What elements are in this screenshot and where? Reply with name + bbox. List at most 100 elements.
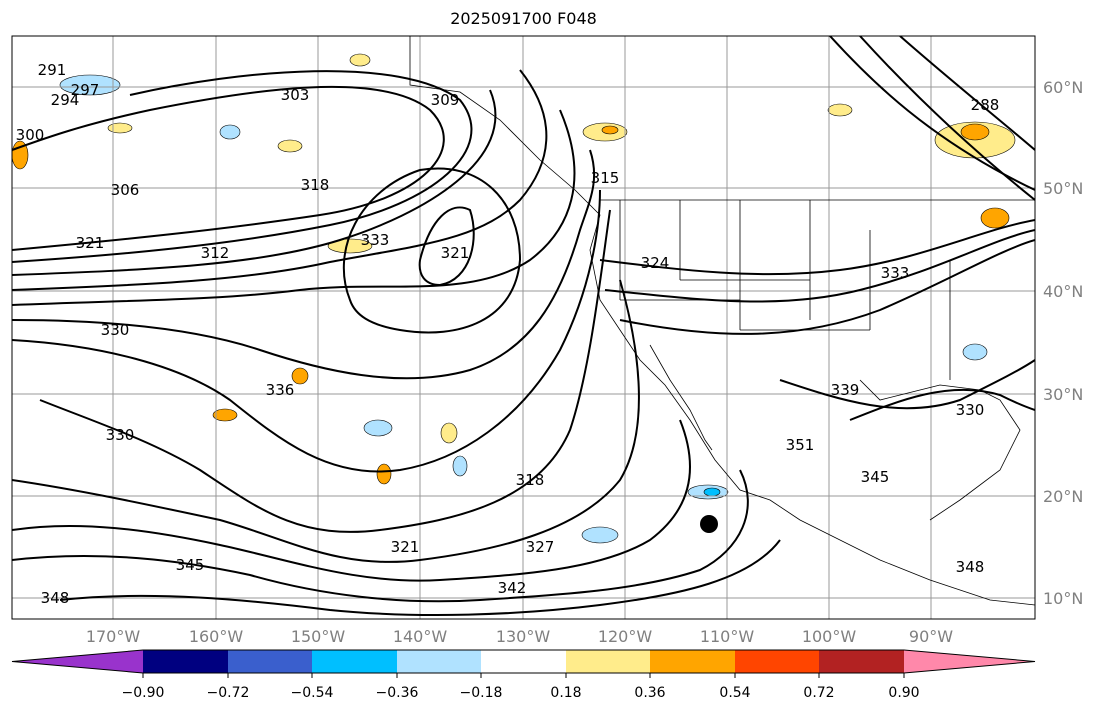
contour-label: 288 bbox=[971, 96, 1000, 114]
shaded-area bbox=[107, 122, 133, 134]
north-america-coast bbox=[409, 36, 1035, 606]
gridlines bbox=[12, 36, 1035, 619]
contour-label: 330 bbox=[101, 321, 130, 339]
colorbar-segment bbox=[312, 650, 397, 673]
contour-label: 321 bbox=[441, 244, 470, 262]
colorbar-tick-label: 0.72 bbox=[803, 685, 834, 701]
contour-line bbox=[12, 469, 749, 603]
contour-label: 297 bbox=[71, 81, 100, 99]
shaded-area bbox=[277, 139, 303, 153]
contour-label: 318 bbox=[301, 176, 330, 194]
contour-label: 336 bbox=[266, 381, 295, 399]
colorbar-tick-label: 0.54 bbox=[719, 685, 750, 701]
lat-label: 30°N bbox=[1043, 385, 1083, 404]
shaded-area bbox=[960, 123, 990, 141]
contour-label: 324 bbox=[641, 254, 670, 272]
colorbar-segment bbox=[143, 650, 228, 673]
contour-label: 291 bbox=[38, 61, 67, 79]
contour-line bbox=[418, 206, 475, 287]
contour-line bbox=[12, 85, 445, 251]
shaded-area bbox=[581, 526, 619, 544]
colorbar-segment bbox=[735, 650, 819, 673]
contour-label: 348 bbox=[956, 558, 985, 576]
gulf-coast bbox=[859, 379, 1021, 521]
lat-label: 40°N bbox=[1043, 282, 1083, 301]
contour-label: 330 bbox=[106, 426, 135, 444]
colorbar-tick-label: −0.18 bbox=[460, 685, 503, 701]
contour-label: 342 bbox=[498, 579, 527, 597]
contour-label: 333 bbox=[361, 231, 390, 249]
contour-label: 330 bbox=[956, 401, 985, 419]
contour-label: 318 bbox=[516, 471, 545, 489]
colorbar-tick-label: −0.36 bbox=[376, 685, 419, 701]
contour-label: 351 bbox=[786, 436, 815, 454]
shaded-area bbox=[349, 53, 371, 67]
axis-ticks: 170°W 160°W 150°W 140°W 130°W 120°W 110°W 100°W… bbox=[86, 78, 1084, 646]
shaded-area bbox=[827, 103, 853, 117]
shaded-area bbox=[601, 125, 619, 135]
contour-line bbox=[849, 388, 1035, 421]
baja-coast bbox=[649, 344, 713, 451]
lat-label: 50°N bbox=[1043, 179, 1083, 198]
contour-label: 321 bbox=[391, 538, 420, 556]
colorbar-tick-label: 0.36 bbox=[634, 685, 665, 701]
contour-label: 333 bbox=[881, 264, 910, 282]
shaded-area bbox=[980, 207, 1010, 229]
contour-label: 312 bbox=[201, 244, 230, 262]
shaded-area bbox=[363, 419, 393, 437]
colorbar-tick-label: −0.72 bbox=[207, 685, 250, 701]
shaded-area bbox=[291, 367, 309, 385]
lon-label: 160°W bbox=[189, 627, 244, 646]
shaded-area bbox=[452, 455, 468, 477]
coastlines bbox=[409, 36, 1035, 606]
colorbar-extend-low bbox=[12, 650, 143, 673]
lat-label: 10°N bbox=[1043, 589, 1083, 608]
colorbar-segment bbox=[397, 650, 481, 673]
contour-label: 339 bbox=[831, 381, 860, 399]
shaded-area bbox=[703, 487, 721, 497]
shaded-area bbox=[212, 408, 238, 422]
lon-label: 90°W bbox=[909, 627, 953, 646]
contour-label: 303 bbox=[281, 86, 310, 104]
colorbar-segment bbox=[228, 650, 312, 673]
shaded-area bbox=[440, 422, 458, 444]
contour-line bbox=[342, 167, 522, 334]
contour-line bbox=[12, 149, 596, 380]
map-frame bbox=[11, 35, 1036, 620]
contour-line bbox=[39, 209, 611, 533]
storm-center-dot bbox=[700, 515, 718, 533]
contour-line bbox=[604, 229, 1035, 303]
lon-label: 140°W bbox=[393, 627, 448, 646]
shaded-area bbox=[376, 463, 392, 485]
contour-label: 309 bbox=[431, 91, 460, 109]
contour-label: 294 bbox=[51, 91, 80, 109]
contour-line bbox=[779, 359, 1035, 410]
colorbar-segment bbox=[819, 650, 904, 673]
lon-label: 130°W bbox=[496, 627, 551, 646]
contour-line bbox=[12, 69, 548, 291]
colorbar-segment bbox=[566, 650, 650, 673]
lon-label: 110°W bbox=[700, 627, 755, 646]
lon-label: 100°W bbox=[802, 627, 857, 646]
colorbar-tick-label: −0.54 bbox=[291, 685, 334, 701]
state-lines bbox=[619, 200, 951, 380]
contour-label: 327 bbox=[526, 538, 555, 556]
shaded-area bbox=[219, 124, 241, 140]
contour-label: 315 bbox=[591, 169, 620, 187]
lat-label: 20°N bbox=[1043, 487, 1083, 506]
contour-line bbox=[619, 239, 1035, 335]
contour-label: 306 bbox=[111, 181, 140, 199]
colorbar-tick-label: −0.90 bbox=[122, 685, 165, 701]
contour-label: 321 bbox=[76, 234, 105, 252]
contour-line bbox=[899, 36, 1035, 151]
contour-line bbox=[599, 219, 1035, 276]
lon-label: 120°W bbox=[598, 627, 653, 646]
theta-contours bbox=[12, 36, 1035, 616]
lat-label: 60°N bbox=[1043, 78, 1083, 97]
map-title: 2025091700 F048 bbox=[450, 9, 597, 28]
contour-label: 345 bbox=[861, 468, 890, 486]
contour-line bbox=[829, 36, 1035, 191]
contour-line bbox=[12, 419, 691, 582]
colorbar-extend-high bbox=[904, 650, 1035, 673]
